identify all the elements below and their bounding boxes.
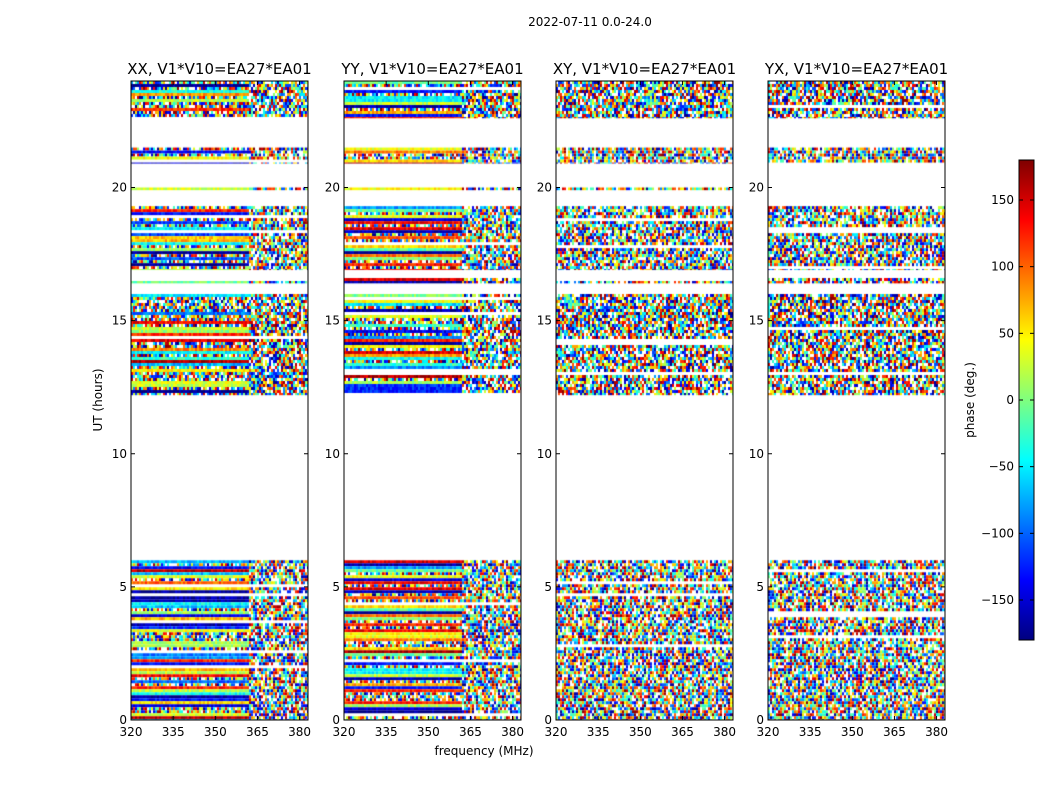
x-tick-label: 320 (757, 725, 780, 739)
colorbar-tick-label: 50 (999, 326, 1014, 340)
y-axis-label: UT (hours) (91, 368, 105, 431)
y-tick-label: 10 (325, 447, 340, 461)
colorbar-tick-label: 100 (991, 260, 1014, 274)
panel-title: XX, V1*V10=EA27*EA01 (127, 60, 311, 78)
panel-3: XY, V1*V10=EA27*EA01 320 335 350 365 380 0 5 10 1… (537, 60, 736, 739)
colorbar-tick-label: 150 (991, 193, 1014, 207)
y-tick-label: 20 (112, 181, 127, 195)
colorbar-label: phase (deg.) (963, 362, 977, 438)
y-tick-label: 20 (325, 181, 340, 195)
y-tick-label: 15 (325, 314, 340, 328)
x-tick-label: 350 (204, 725, 227, 739)
panel-1: XX, V1*V10=EA27*EA01 320 335 350 365 380 0 5 10 1… (112, 60, 312, 739)
heatmap-cells-2 (344, 81, 521, 720)
y-tick-label: 0 (332, 713, 340, 727)
colorbar-tick-label: −100 (981, 526, 1014, 540)
x-tick-label: 335 (375, 725, 398, 739)
panel-2: YY, V1*V10=EA27*EA01 320 335 350 365 380 0 5 10 1… (325, 60, 524, 739)
x-tick-label: 335 (162, 725, 185, 739)
y-tick-label: 10 (749, 447, 764, 461)
panel-frame (555, 80, 734, 721)
colorbar-tick-label: −150 (981, 593, 1014, 607)
x-tick-label: 350 (629, 725, 652, 739)
y-tick-label: 20 (537, 181, 552, 195)
colorbar-tick-label: 0 (1006, 393, 1014, 407)
panel-frame (767, 80, 946, 721)
heatmap-cells-4 (768, 81, 945, 720)
panel-frame (343, 80, 522, 721)
panel-title: XY, V1*V10=EA27*EA01 (553, 60, 736, 78)
x-axis-label: frequency (MHz) (434, 744, 533, 758)
x-tick-label: 335 (587, 725, 610, 739)
y-tick-label: 5 (756, 580, 764, 594)
x-tick-label: 380 (713, 725, 736, 739)
y-tick-label: 0 (119, 713, 127, 727)
heatmap-cells-1 (131, 81, 308, 720)
y-tick-label: 15 (537, 314, 552, 328)
y-tick-label: 15 (749, 314, 764, 328)
x-tick-label: 320 (333, 725, 356, 739)
x-tick-label: 365 (246, 725, 269, 739)
y-tick-label: 15 (112, 314, 127, 328)
x-tick-label: 320 (545, 725, 568, 739)
x-tick-label: 320 (120, 725, 143, 739)
y-tick-label: 20 (749, 181, 764, 195)
figure-suptitle: 2022-07-11 0.0-24.0 (528, 15, 652, 29)
x-tick-label: 350 (841, 725, 864, 739)
panel-title: YX, V1*V10=EA27*EA01 (764, 60, 948, 78)
panel-4: YX, V1*V10=EA27*EA01 320 335 350 365 380 0 5 10 1… (749, 60, 948, 739)
x-tick-label: 365 (459, 725, 482, 739)
y-tick-label: 10 (537, 447, 552, 461)
heatmap-cells-3 (556, 81, 733, 720)
panel-title: YY, V1*V10=EA27*EA01 (340, 60, 523, 78)
y-tick-label: 5 (119, 580, 127, 594)
x-tick-label: 380 (925, 725, 948, 739)
x-tick-label: 365 (883, 725, 906, 739)
colorbar: 150 100 50 0 −50 −100 −150 (981, 159, 1035, 641)
x-tick-label: 380 (501, 725, 524, 739)
y-tick-label: 5 (332, 580, 340, 594)
y-tick-label: 0 (756, 713, 764, 727)
y-tick-label: 10 (112, 447, 127, 461)
colorbar-tick-label: −50 (989, 460, 1014, 474)
x-tick-label: 365 (671, 725, 694, 739)
y-tick-label: 5 (544, 580, 552, 594)
panel-frame (130, 80, 309, 721)
x-tick-label: 380 (288, 725, 311, 739)
x-tick-label: 350 (417, 725, 440, 739)
x-tick-label: 335 (799, 725, 822, 739)
y-tick-label: 0 (544, 713, 552, 727)
